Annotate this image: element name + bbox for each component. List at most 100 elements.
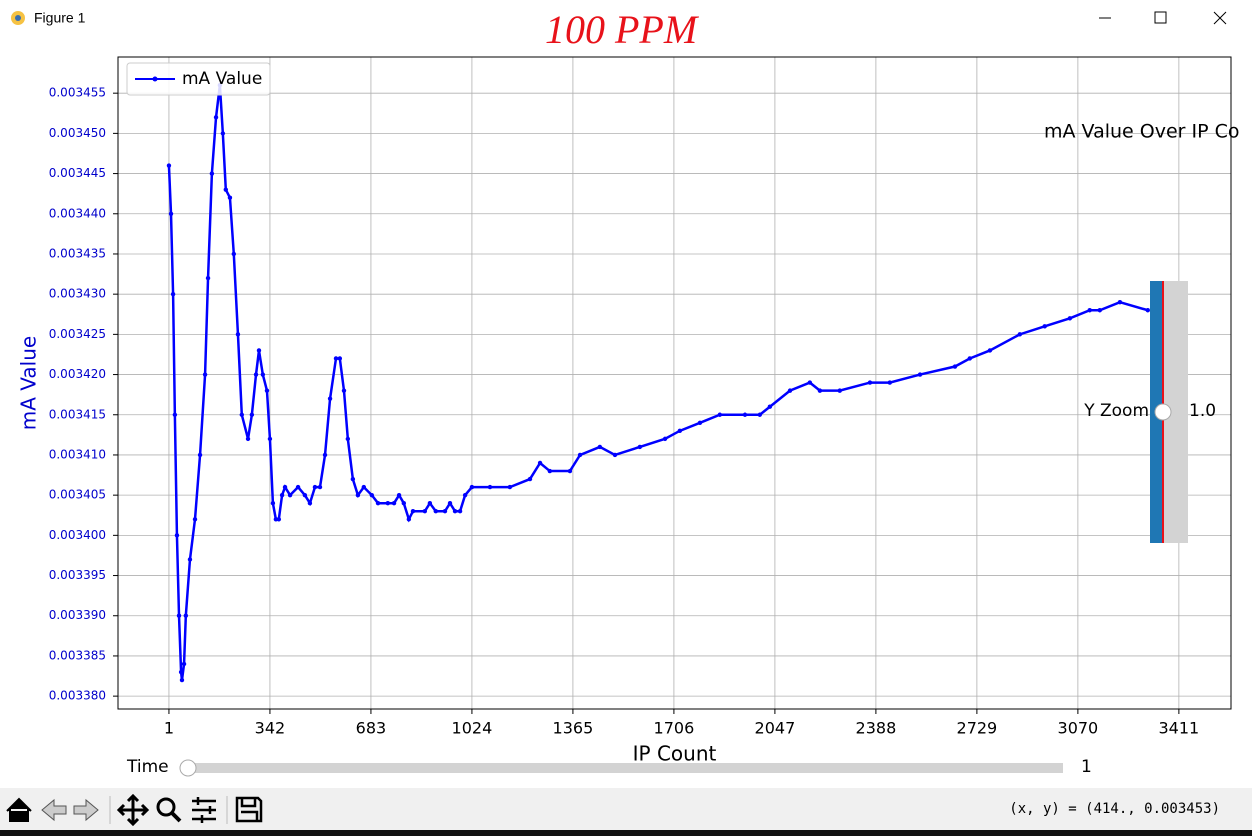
data-point — [202, 372, 208, 377]
configure-button[interactable] — [192, 797, 216, 823]
data-point — [401, 500, 407, 506]
data-point — [350, 476, 356, 482]
x-tick-label: 1706 — [654, 719, 695, 738]
data-point — [391, 500, 397, 506]
data-point — [462, 492, 468, 498]
data-point — [662, 436, 668, 442]
plot-frame — [117, 56, 1232, 710]
chart-title: mA Value Over IP Co — [1044, 121, 1240, 143]
data-point — [967, 356, 972, 361]
data-point — [457, 509, 463, 514]
x-tick-label: 683 — [356, 719, 387, 738]
y-zoom-knob[interactable] — [1154, 403, 1172, 421]
y-axis-label: mA Value — [17, 336, 41, 430]
y-tick-label: 0.003450 — [49, 126, 106, 140]
y-zoom-label: Y Zoom — [1083, 401, 1149, 421]
data-point — [220, 131, 226, 136]
data-point — [452, 509, 458, 514]
data-point — [245, 436, 251, 442]
data-point — [577, 452, 583, 458]
coordinate-readout: (x, y) = (414., 0.003453) — [1009, 801, 1220, 817]
data-point — [276, 517, 282, 522]
data-point — [487, 484, 493, 490]
data-point — [256, 348, 262, 353]
y-tick-label: 0.003430 — [49, 287, 106, 301]
data-point — [168, 211, 174, 216]
data-point — [422, 509, 428, 514]
data-point — [369, 492, 375, 498]
data-point — [176, 613, 182, 618]
y-zoom-value: 1.0 — [1189, 401, 1216, 421]
data-point — [767, 404, 773, 409]
time-slider-track[interactable] — [188, 763, 1063, 773]
data-point — [469, 484, 475, 490]
data-point — [1117, 300, 1123, 305]
data-point — [227, 195, 233, 200]
data-point — [172, 412, 178, 417]
x-tick-label: 2388 — [856, 719, 897, 738]
data-point — [174, 533, 180, 538]
y-tick-label: 0.003410 — [49, 447, 106, 461]
y-tick-label: 0.003395 — [49, 568, 106, 582]
data-point — [807, 380, 813, 385]
data-point — [597, 444, 603, 450]
data-point — [209, 171, 215, 176]
close-button[interactable] — [1213, 11, 1227, 25]
data-point — [717, 412, 723, 417]
legend-label: mA Value — [182, 69, 262, 89]
data-point — [817, 388, 823, 393]
home-button[interactable] — [6, 797, 32, 822]
y-tick-label: 0.003440 — [49, 206, 106, 220]
zoom-button[interactable] — [156, 797, 182, 823]
data-point — [235, 332, 241, 337]
data-point — [442, 509, 448, 514]
window-title: Figure 1 — [34, 10, 86, 26]
data-point — [166, 163, 172, 168]
forward-button[interactable] — [73, 798, 99, 822]
data-point — [239, 412, 244, 417]
data-point — [312, 484, 318, 490]
data-point — [260, 372, 266, 377]
time-slider-knob[interactable] — [179, 759, 197, 777]
legend-marker — [152, 76, 158, 82]
x-tick-label: 1 — [164, 719, 174, 738]
data-point — [612, 452, 618, 458]
data-point — [279, 492, 285, 498]
y-tick-label: 0.003390 — [49, 608, 106, 622]
data-point — [375, 500, 381, 506]
data-point — [302, 492, 308, 498]
x-tick-label: 3070 — [1058, 719, 1099, 738]
maximize-button[interactable] — [1154, 11, 1167, 24]
data-point — [253, 372, 259, 377]
data-point — [183, 613, 189, 618]
data-point — [757, 412, 762, 417]
data-point — [307, 500, 313, 506]
x-tick-label: 1024 — [452, 719, 493, 738]
y-tick-label: 0.003420 — [49, 367, 106, 381]
data-point — [547, 468, 553, 474]
data-point — [385, 500, 391, 506]
data-point — [427, 500, 433, 506]
taskbar-edge — [0, 830, 1252, 836]
data-point — [295, 484, 301, 490]
back-button[interactable] — [41, 798, 67, 822]
y-tick-label: 0.003380 — [49, 689, 106, 703]
data-point — [1145, 308, 1150, 313]
data-point — [952, 364, 958, 369]
data-point — [917, 372, 923, 377]
data-point — [355, 492, 361, 498]
data-point — [264, 388, 270, 393]
data-point — [327, 396, 333, 401]
y-tick-label: 0.003425 — [49, 327, 106, 341]
data-point — [181, 661, 187, 667]
data-point — [527, 476, 533, 482]
data-point — [282, 484, 288, 490]
data-point — [867, 380, 873, 385]
x-tick-label: 342 — [255, 719, 286, 738]
pan-button[interactable] — [116, 793, 150, 827]
y-tick-label: 0.003435 — [49, 246, 106, 260]
save-button[interactable] — [235, 796, 263, 823]
data-point — [337, 356, 343, 361]
